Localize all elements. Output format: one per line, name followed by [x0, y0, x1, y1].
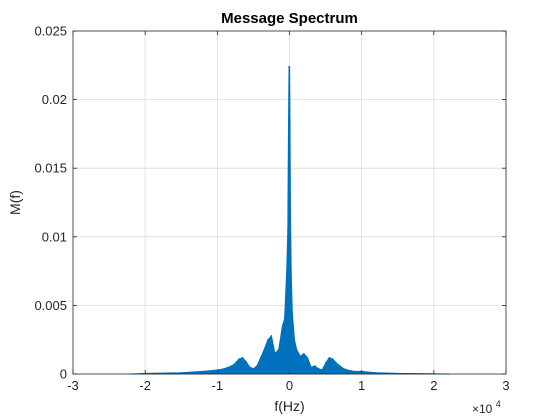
data-point	[289, 119, 291, 121]
data-point	[306, 356, 309, 359]
data-point	[287, 119, 290, 121]
y-tick-label: 0.025	[34, 24, 67, 39]
data-point	[260, 356, 262, 359]
data-point	[245, 361, 247, 363]
data-point	[314, 365, 316, 367]
data-point	[202, 370, 204, 372]
data-point	[353, 370, 356, 372]
y-tick-label: 0.015	[34, 161, 67, 176]
data-point	[223, 367, 226, 370]
y-tick-label: 0.01	[42, 229, 67, 244]
data-point	[252, 367, 255, 370]
data-point	[299, 355, 301, 357]
data-point	[238, 358, 240, 360]
data-point	[180, 372, 182, 374]
data-point	[267, 339, 269, 341]
data-point	[278, 348, 280, 350]
data-point	[287, 229, 289, 231]
data-point	[328, 356, 330, 359]
x-tick-label: 2	[430, 378, 437, 393]
y-tick-label: 0.005	[34, 298, 67, 313]
x-tick-label: -1	[212, 378, 224, 393]
data-point	[291, 311, 293, 313]
x-exponent-label: ×10 4	[472, 399, 501, 416]
data-point	[231, 365, 233, 367]
data-point	[317, 367, 319, 370]
data-point	[241, 356, 244, 359]
data-point	[293, 339, 296, 341]
y-axis-label: M(f)	[7, 190, 23, 215]
data-point	[332, 358, 334, 360]
x-tick-label: 1	[358, 378, 365, 393]
data-point	[290, 270, 292, 272]
data-point	[256, 365, 258, 367]
x-tick-label: -3	[67, 378, 79, 393]
data-point	[324, 362, 327, 364]
data-point	[375, 372, 377, 374]
data-point	[310, 366, 312, 368]
data-point	[343, 367, 345, 370]
x-exponent-base: ×10	[472, 402, 493, 416]
x-tick-label: 0	[286, 378, 293, 393]
data-point	[296, 348, 298, 350]
x-tick-label: -2	[139, 378, 151, 393]
data-point	[321, 369, 323, 371]
data-point	[286, 270, 288, 272]
x-tick-label: 3	[502, 378, 509, 393]
data-point	[270, 334, 273, 337]
data-point	[283, 318, 286, 320]
y-tick-label: 0.02	[42, 92, 67, 107]
data-point	[289, 66, 291, 68]
chart-title: Message Spectrum	[221, 10, 358, 27]
data-point	[339, 365, 341, 367]
tick-group: -3 -2 -1 0 1 2 3 0 0.005 0.01 0.015 0.02 0.025	[34, 24, 509, 394]
data-point	[335, 362, 338, 364]
data-point	[249, 366, 251, 368]
data-point	[274, 352, 276, 355]
data-point	[281, 325, 283, 327]
x-axis-label: f(Hz)	[274, 398, 304, 414]
data-point	[303, 352, 305, 355]
data-point	[234, 362, 236, 364]
data-point	[346, 369, 348, 371]
y-tick-label: 0	[60, 367, 67, 382]
data-point	[288, 160, 290, 162]
x-exponent-power: 4	[496, 399, 501, 409]
data-point	[263, 348, 265, 350]
data-point	[289, 208, 292, 210]
